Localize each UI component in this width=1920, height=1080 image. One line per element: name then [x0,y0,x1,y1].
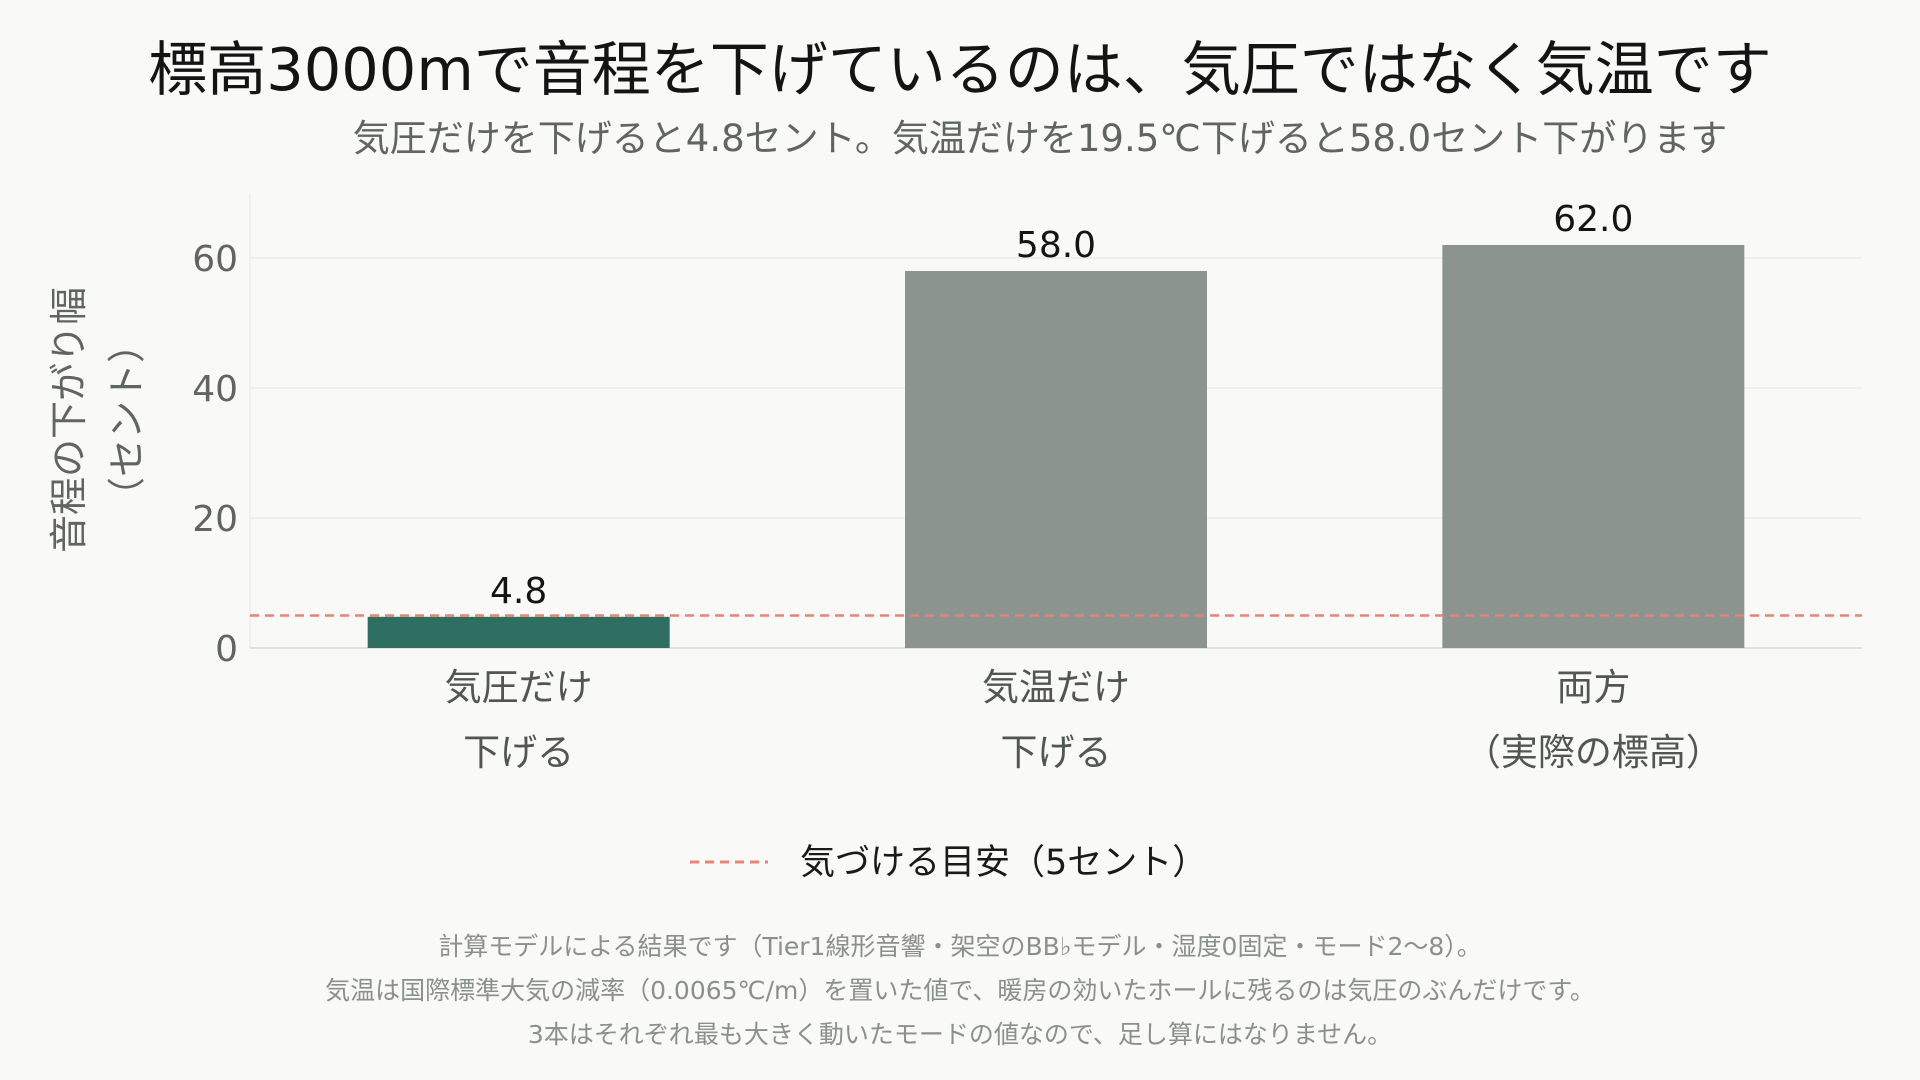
y-tick-label-0: 0 [215,629,238,670]
chart-title: 標高3000mで音程を下げているのは、気圧ではなく気温です [148,35,1772,104]
x-category-label-2-line-2: 下げる [1001,731,1112,774]
legend: 気づける目安（5セント） [690,843,1207,883]
legend-reference-label: 気づける目安（5セント） [800,843,1207,883]
y-tick-label-20: 20 [192,499,238,540]
y-tick-label-40: 40 [192,369,238,410]
x-category-label-3-line-1: 両方 [1556,666,1630,709]
bar-3 [1442,245,1745,648]
bar-value-label-1: 4.8 [490,571,547,612]
y-axis-label-line-1: 音程の下がり幅 [47,287,91,553]
footnotes: 計算モデルによる結果です（Tier1線形音響・架空のBB♭モデル・湿度0固定・モ… [325,932,1595,1049]
x-category-label-2-line-1: 気温だけ [982,666,1130,709]
bar-1 [367,616,670,648]
y-axis-label-line-2: （セント） [105,325,149,515]
bar-2 [905,271,1207,648]
y-tick-label-60: 60 [192,239,238,280]
x-category-label-1-line-1: 気圧だけ [445,666,593,709]
chart-subtitle: 気圧だけを下げると4.8セント。気温だけを19.5℃下げると58.0セント下がり… [353,117,1727,160]
x-category-label-3-line-2: （実際の標高） [1464,731,1723,774]
y-axis-label: 音程の下がり幅 （セント） [47,287,149,553]
x-category-label-1-line-2: 下げる [463,731,574,774]
footnote-line-1: 計算モデルによる結果です（Tier1線形音響・架空のBB♭モデル・湿度0固定・モ… [438,932,1482,961]
footnote-line-2: 気温は国際標準大気の減率（0.0065℃/m）を置いた値で、暖房の効いたホールに… [325,976,1595,1005]
footnote-line-3: 3本はそれぞれ最も大きく動いたモードの値なので、足し算にはなりません。 [528,1020,1392,1049]
bar-value-label-2: 58.0 [1016,225,1096,266]
bar-value-label-3: 62.0 [1553,199,1633,240]
